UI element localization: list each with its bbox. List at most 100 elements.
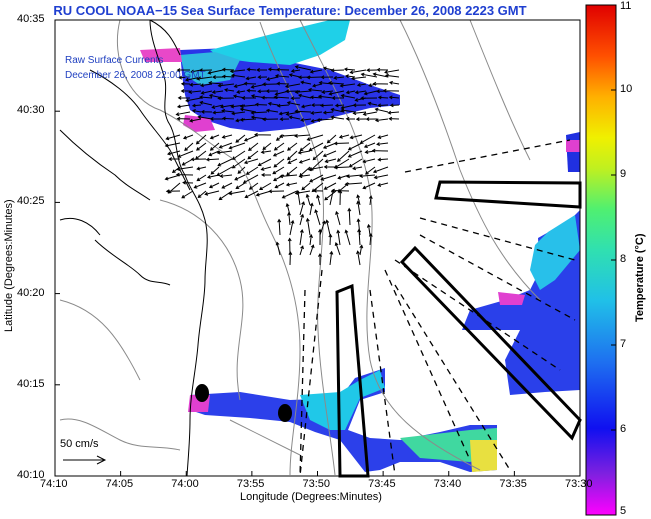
current-vector — [306, 134, 324, 141]
current-vector — [210, 166, 220, 175]
current-vector — [209, 142, 220, 151]
current-vector — [329, 188, 335, 206]
current-vector — [250, 110, 268, 115]
current-vector — [181, 190, 194, 199]
current-vector — [333, 141, 350, 146]
sst-patch-south-cyan — [300, 370, 385, 430]
current-vector — [285, 182, 298, 187]
current-vector — [343, 67, 356, 72]
colorbar-tick-label: 10 — [620, 83, 633, 95]
current-vector — [362, 111, 378, 117]
current-vector — [184, 142, 194, 152]
current-vector — [365, 117, 378, 122]
current-vector — [352, 166, 363, 171]
current-vector — [180, 81, 191, 86]
current-vector — [247, 150, 259, 160]
current-vector — [255, 190, 272, 197]
x-tick-label: 73:45 — [368, 478, 396, 490]
y-axis-label: Latitude (Degrees:Minutes) — [3, 199, 15, 332]
current-vector — [216, 150, 233, 155]
current-vector — [221, 74, 235, 79]
current-vector — [231, 158, 246, 169]
current-vector — [389, 80, 400, 85]
current-vector — [290, 96, 301, 101]
current-vector — [288, 115, 301, 120]
current-vector — [294, 133, 311, 138]
current-vector — [319, 103, 334, 108]
current-vector — [299, 229, 304, 246]
current-vector — [368, 83, 378, 88]
current-vector — [301, 182, 311, 191]
current-vector — [287, 158, 298, 164]
current-vector — [372, 166, 389, 174]
current-vector — [316, 118, 334, 123]
current-vector — [262, 82, 279, 87]
current-vector — [208, 182, 220, 189]
current-vector — [208, 150, 220, 157]
current-vector — [372, 72, 389, 78]
current-vector — [219, 104, 235, 109]
current-vector — [312, 188, 324, 193]
current-vector — [228, 190, 246, 196]
current-vector — [207, 69, 224, 75]
current-vector — [371, 148, 389, 153]
station-markers — [195, 384, 292, 422]
current-vector — [300, 118, 312, 122]
current-vector — [317, 94, 334, 99]
current-vector — [288, 251, 293, 266]
current-vector — [364, 166, 376, 175]
current-vector — [181, 158, 194, 166]
current-vector — [257, 75, 268, 80]
current-vector — [254, 102, 268, 107]
x-tick-label: 74:05 — [105, 478, 134, 490]
current-vector — [359, 134, 376, 144]
x-axis-label: Longitude (Degrees:Minutes) — [240, 491, 382, 503]
current-vector — [272, 150, 285, 157]
y-tick-label: 40:15 — [17, 377, 45, 390]
current-vector — [265, 89, 279, 94]
current-vector — [363, 90, 378, 96]
current-vector — [254, 132, 272, 137]
current-vector — [239, 104, 257, 109]
current-vector — [320, 75, 334, 80]
current-vector — [356, 250, 361, 266]
current-vector — [239, 117, 257, 122]
current-vector — [384, 69, 400, 74]
current-vector — [246, 67, 257, 72]
y-tick-label: 40:25 — [17, 195, 45, 208]
current-vector — [265, 108, 279, 113]
current-vector — [388, 116, 400, 121]
current-vector — [287, 211, 291, 226]
current-vector — [349, 69, 367, 75]
current-vector — [352, 103, 367, 108]
current-vector — [298, 174, 311, 179]
current-vector — [199, 95, 213, 100]
current-vector — [319, 220, 326, 236]
current-vector — [344, 229, 351, 246]
current-vector — [324, 158, 337, 164]
current-vector — [373, 174, 389, 180]
current-vector — [355, 117, 367, 122]
current-vector — [334, 103, 345, 108]
current-vector — [387, 110, 400, 115]
current-vector — [368, 195, 373, 206]
current-vector — [330, 107, 345, 113]
box-east-horizontal — [434, 180, 582, 209]
current-vector — [318, 228, 323, 246]
current-vector — [204, 190, 220, 196]
current-vector — [248, 182, 259, 190]
current-vector — [262, 117, 279, 122]
radar-range-lines — [299, 139, 576, 477]
current-vector — [323, 182, 337, 190]
current-vector — [305, 217, 311, 236]
current-vector — [349, 134, 363, 140]
current-vector — [211, 90, 224, 95]
y-tick-label: 40:10 — [17, 469, 45, 481]
colorbar-label: Temperature (°C) — [634, 233, 646, 322]
x-tick-label: 74:10 — [40, 478, 68, 490]
current-vector — [314, 209, 321, 226]
current-vector — [243, 158, 259, 165]
figure-title: RU COOL NOAA−15 Sea Surface Temperature:… — [53, 3, 527, 18]
current-vector — [347, 207, 352, 226]
